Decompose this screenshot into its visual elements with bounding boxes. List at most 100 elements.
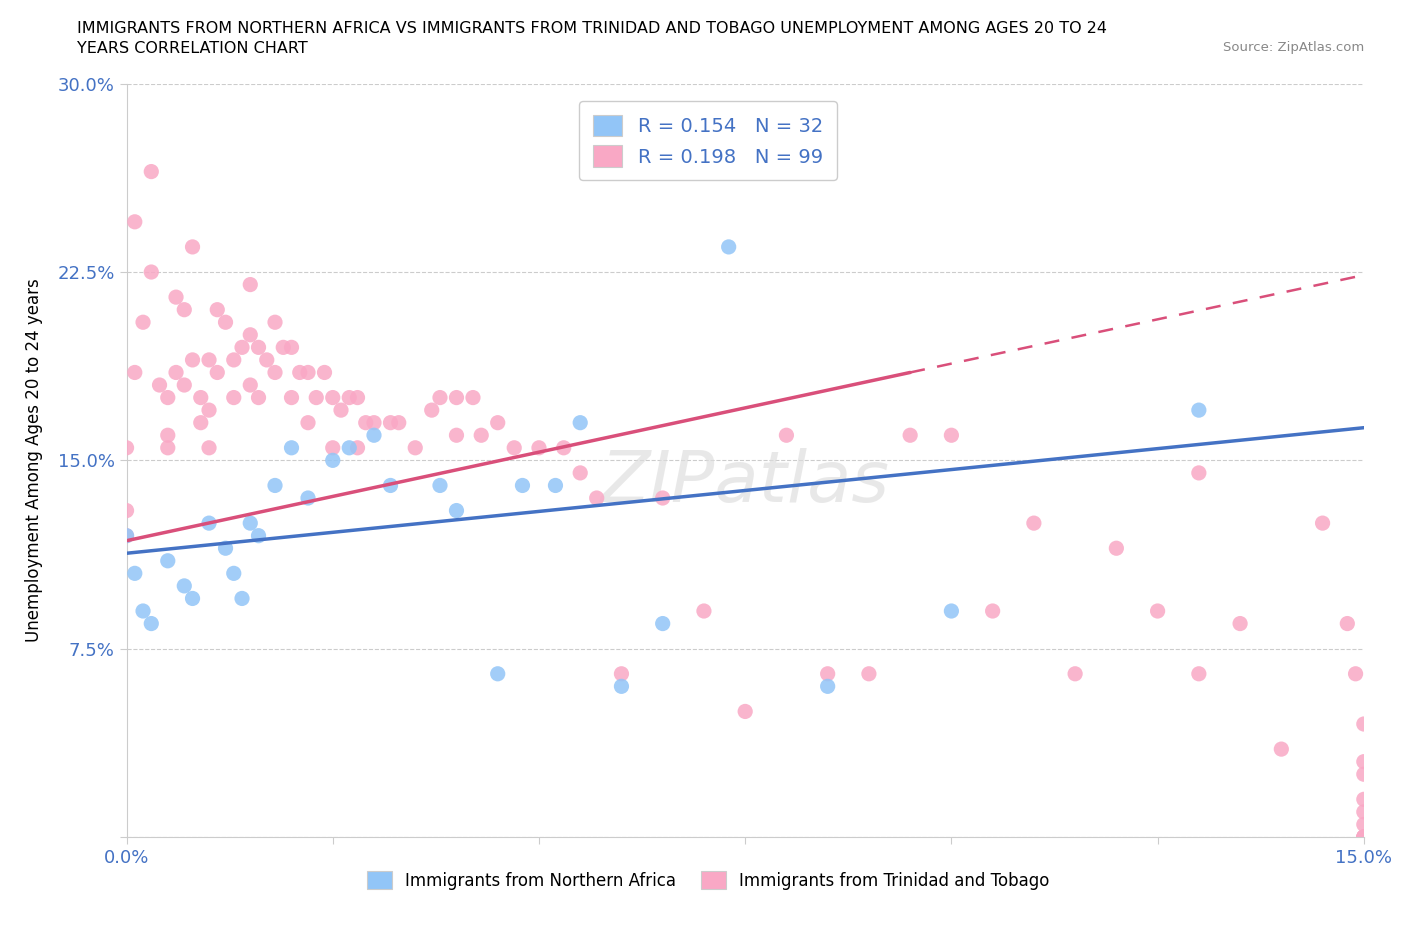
Point [363,428,385,443]
Point [486,666,509,681]
Point [156,391,179,405]
Point [610,666,633,681]
Point [207,365,229,380]
Point [512,478,534,493]
Point [363,415,385,430]
Point [271,339,294,354]
Point [817,679,839,694]
Point [941,428,963,443]
Point [585,491,607,506]
Point [651,491,673,506]
Point [115,440,138,455]
Point [380,415,402,430]
Point [380,478,402,493]
Point [124,565,146,580]
Point [1146,604,1168,618]
Point [470,428,492,443]
Point [239,277,262,292]
Point [314,365,336,380]
Point [1353,830,1375,844]
Point [148,378,170,392]
Point [247,339,270,354]
Point [1353,766,1375,781]
Point [181,591,204,606]
Point [222,352,245,367]
Point [165,365,187,380]
Point [404,440,426,455]
Point [264,478,287,493]
Point [346,440,368,455]
Point [1188,666,1211,681]
Point [322,440,344,455]
Point [775,428,797,443]
Point [305,391,328,405]
Point [297,365,319,380]
Point [1353,817,1375,832]
Point [264,314,287,330]
Point [429,391,451,405]
Point [239,378,262,392]
Point [156,440,179,455]
Point [264,365,287,380]
Point [337,391,360,405]
Point [239,515,262,530]
Point [1353,830,1375,844]
Point [239,327,262,342]
Point [461,391,484,405]
Point [297,491,319,506]
Point [141,164,163,179]
Point [503,440,526,455]
Point [141,616,163,631]
Point [115,503,138,518]
Point [1022,515,1045,530]
Point [165,289,187,304]
Point [346,391,368,405]
Point [486,415,509,430]
Point [247,528,270,543]
Point [141,264,163,279]
Point [420,403,443,418]
Point [214,314,236,330]
Text: YEARS CORRELATION CHART: YEARS CORRELATION CHART [77,41,308,56]
Point [1353,804,1375,819]
Point [446,428,468,443]
Point [981,604,1004,618]
Point [214,540,236,555]
Y-axis label: Unemployment Among Ages 20 to 24 years: Unemployment Among Ages 20 to 24 years [25,278,44,643]
Point [173,302,195,317]
Legend: Immigrants from Northern Africa, Immigrants from Trinidad and Tobago: Immigrants from Northern Africa, Immigra… [360,865,1056,897]
Point [553,440,575,455]
Point [198,352,221,367]
Point [717,239,740,254]
Point [527,440,550,455]
Point [124,365,146,380]
Point [569,415,592,430]
Point [446,391,468,405]
Text: ZIPatlas: ZIPatlas [600,448,890,517]
Point [446,503,468,518]
Point [115,528,138,543]
Point [388,415,411,430]
Point [898,428,921,443]
Point [198,515,221,530]
Point [231,591,253,606]
Point [297,415,319,430]
Point [817,666,839,681]
Point [231,339,253,354]
Point [1353,830,1375,844]
Point [569,465,592,480]
Point [1353,792,1375,807]
Point [1312,515,1334,530]
Point [1353,830,1375,844]
Point [1353,717,1375,732]
Point [173,378,195,392]
Text: IMMIGRANTS FROM NORTHERN AFRICA VS IMMIGRANTS FROM TRINIDAD AND TOBAGO UNEMPLOYM: IMMIGRANTS FROM NORTHERN AFRICA VS IMMIG… [77,21,1108,36]
Point [280,391,302,405]
Point [1105,540,1128,555]
Point [858,666,880,681]
Point [198,440,221,455]
Point [132,604,155,618]
Point [181,352,204,367]
Point [330,403,353,418]
Point [1344,666,1367,681]
